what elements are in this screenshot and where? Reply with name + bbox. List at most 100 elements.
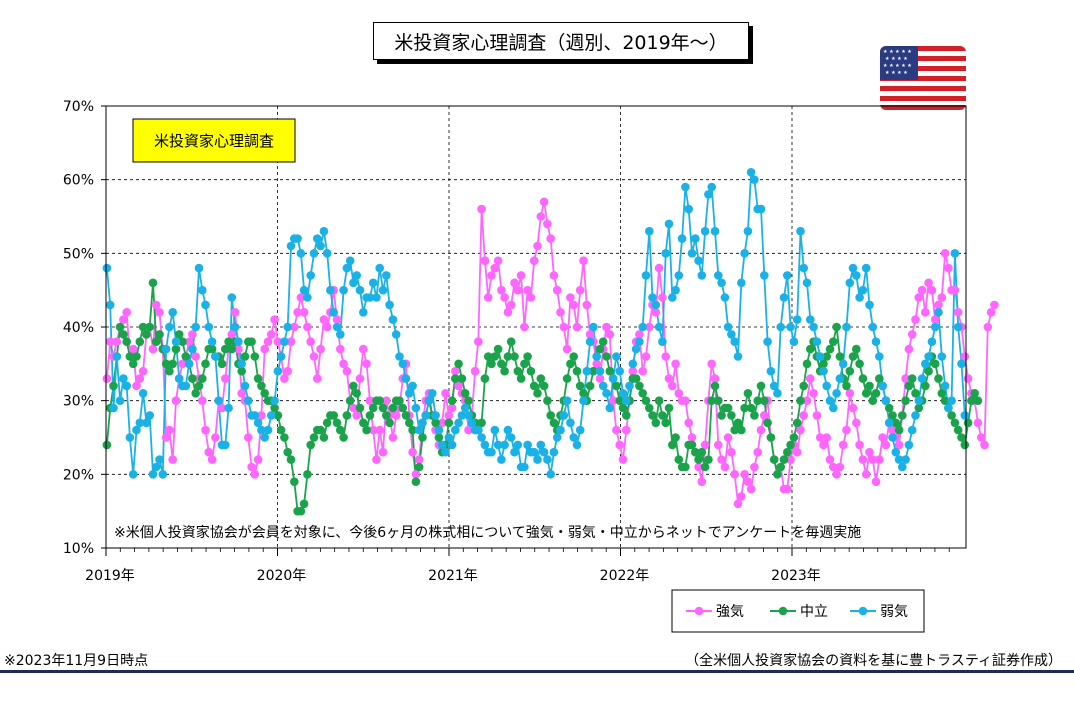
- data-point: [937, 389, 947, 398]
- data-point: [592, 352, 601, 361]
- data-point: [664, 403, 674, 413]
- data-point: [595, 344, 605, 354]
- y-tick-label: 10%: [63, 541, 94, 557]
- data-point: [250, 470, 260, 479]
- data-point: [313, 374, 322, 383]
- data-point: [224, 403, 233, 413]
- data-point: [917, 285, 927, 295]
- data-point: [579, 396, 588, 406]
- data-point: [513, 440, 523, 450]
- data-point: [178, 337, 187, 347]
- y-tick-label: 70%: [63, 99, 94, 115]
- data-point: [733, 352, 743, 361]
- data-point: [605, 330, 615, 339]
- data-point: [270, 396, 279, 406]
- data-point: [898, 462, 907, 472]
- data-point: [756, 204, 766, 214]
- data-point: [940, 381, 950, 391]
- data-point: [907, 425, 917, 435]
- data-point: [865, 447, 874, 457]
- data-point: [792, 418, 802, 428]
- data-point: [608, 374, 618, 383]
- as-of-note: ※2023年11月9日時点: [4, 653, 149, 669]
- data-point: [973, 396, 983, 406]
- data-point: [878, 433, 887, 442]
- data-point: [286, 241, 296, 251]
- data-point: [779, 455, 789, 464]
- axes: 10% 20% 30% 40% 50% 60% 70% 2019年 2020年 2021年 2022…: [63, 99, 950, 584]
- data-point: [871, 477, 881, 487]
- data-point: [927, 337, 937, 347]
- data-point: [395, 352, 404, 361]
- data-point: [970, 389, 979, 398]
- data-point: [309, 249, 319, 258]
- data-point: [806, 344, 815, 354]
- data-point: [382, 271, 391, 280]
- data-point: [493, 344, 503, 354]
- data-point: [651, 300, 661, 310]
- data-point: [615, 396, 624, 406]
- data-point: [838, 359, 848, 369]
- data-point: [743, 226, 753, 236]
- data-point: [552, 433, 562, 442]
- data-point: [691, 234, 700, 243]
- data-point: [138, 389, 148, 398]
- data-point: [368, 403, 378, 413]
- data-point: [687, 440, 697, 450]
- data-point: [503, 308, 513, 317]
- data-point: [227, 344, 237, 354]
- data-point: [102, 263, 112, 273]
- data-point: [615, 366, 624, 376]
- data-point: [329, 308, 339, 317]
- data-point: [148, 278, 158, 288]
- data-point: [250, 352, 260, 361]
- data-point: [733, 499, 743, 509]
- data-point: [710, 374, 720, 383]
- data-point: [253, 418, 263, 428]
- data-point: [408, 425, 417, 435]
- data-point: [543, 455, 552, 464]
- data-point: [128, 359, 138, 369]
- data-point: [171, 396, 181, 406]
- data-point: [520, 322, 529, 332]
- data-point: [661, 352, 670, 361]
- data-point: [253, 455, 263, 464]
- data-point: [763, 337, 772, 347]
- data-point: [309, 352, 319, 361]
- data-point: [832, 470, 841, 479]
- data-point: [280, 374, 289, 383]
- data-point: [723, 322, 733, 332]
- data-point: [382, 396, 391, 406]
- data-point: [240, 381, 250, 391]
- data-point: [513, 366, 523, 376]
- data-point: [914, 403, 924, 413]
- data-point: [145, 322, 154, 332]
- data-point: [750, 175, 759, 184]
- data-point: [861, 389, 871, 398]
- data-point: [451, 425, 460, 435]
- data-point: [119, 374, 128, 383]
- data-point: [940, 396, 950, 406]
- data-point: [628, 366, 638, 376]
- data-point: [543, 219, 552, 229]
- data-point: [520, 359, 529, 369]
- data-point: [270, 403, 279, 413]
- data-point: [884, 403, 894, 413]
- data-point: [497, 359, 506, 369]
- data-point: [819, 440, 828, 450]
- data-point: [937, 293, 947, 302]
- data-point: [405, 389, 414, 398]
- data-point: [907, 374, 917, 383]
- data-point: [155, 308, 164, 317]
- data-point: [562, 344, 572, 354]
- data-point: [894, 425, 904, 435]
- data-point: [848, 263, 858, 273]
- data-point: [838, 440, 848, 450]
- data-point: [362, 359, 371, 369]
- data-point: [174, 330, 184, 339]
- data-point: [372, 455, 381, 464]
- data-point: [490, 352, 500, 361]
- data-point: [234, 337, 243, 347]
- data-point: [198, 396, 207, 406]
